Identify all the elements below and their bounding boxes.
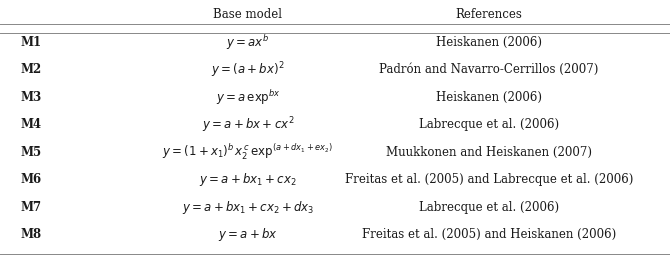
Text: $y = (a + bx)^{2}$: $y = (a + bx)^{2}$ bbox=[211, 60, 285, 80]
Text: $y = (1 + x_1)^{b}\, x_2^{\,c}\, \mathrm{exp}^{(a+dx_1+ex_2)}$: $y = (1 + x_1)^{b}\, x_2^{\,c}\, \mathrm… bbox=[162, 143, 334, 162]
Text: M8: M8 bbox=[20, 228, 42, 241]
Text: $y = ax^{b}$: $y = ax^{b}$ bbox=[226, 33, 269, 52]
Text: M1: M1 bbox=[20, 36, 42, 49]
Text: M6: M6 bbox=[20, 173, 42, 186]
Text: $y = a + bx_1 + cx_2$: $y = a + bx_1 + cx_2$ bbox=[199, 171, 297, 188]
Text: Muukkonen and Heiskanen (2007): Muukkonen and Heiskanen (2007) bbox=[386, 146, 592, 159]
Text: $y = a + bx$: $y = a + bx$ bbox=[218, 226, 278, 243]
Text: Padrón and Navarro-Cerrillos (2007): Padrón and Navarro-Cerrillos (2007) bbox=[379, 63, 599, 76]
Text: Heiskanen (2006): Heiskanen (2006) bbox=[436, 91, 542, 104]
Text: References: References bbox=[456, 8, 523, 21]
Text: M3: M3 bbox=[20, 91, 42, 104]
Text: Freitas et al. (2005) and Labrecque et al. (2006): Freitas et al. (2005) and Labrecque et a… bbox=[345, 173, 633, 186]
Text: M5: M5 bbox=[20, 146, 42, 159]
Text: $y = a\,\mathrm{exp}^{bx}$: $y = a\,\mathrm{exp}^{bx}$ bbox=[216, 88, 280, 107]
Text: Base model: Base model bbox=[214, 8, 282, 21]
Text: M2: M2 bbox=[20, 63, 42, 76]
Text: M7: M7 bbox=[20, 201, 42, 214]
Text: M4: M4 bbox=[20, 118, 42, 131]
Text: $y = a + bx + cx^{2}$: $y = a + bx + cx^{2}$ bbox=[202, 115, 294, 135]
Text: Labrecque et al. (2006): Labrecque et al. (2006) bbox=[419, 118, 559, 131]
Text: $y = a + bx_1 + cx_2 + dx_3$: $y = a + bx_1 + cx_2 + dx_3$ bbox=[182, 199, 314, 216]
Text: Heiskanen (2006): Heiskanen (2006) bbox=[436, 36, 542, 49]
Text: Labrecque et al. (2006): Labrecque et al. (2006) bbox=[419, 201, 559, 214]
Text: Freitas et al. (2005) and Heiskanen (2006): Freitas et al. (2005) and Heiskanen (200… bbox=[362, 228, 616, 241]
